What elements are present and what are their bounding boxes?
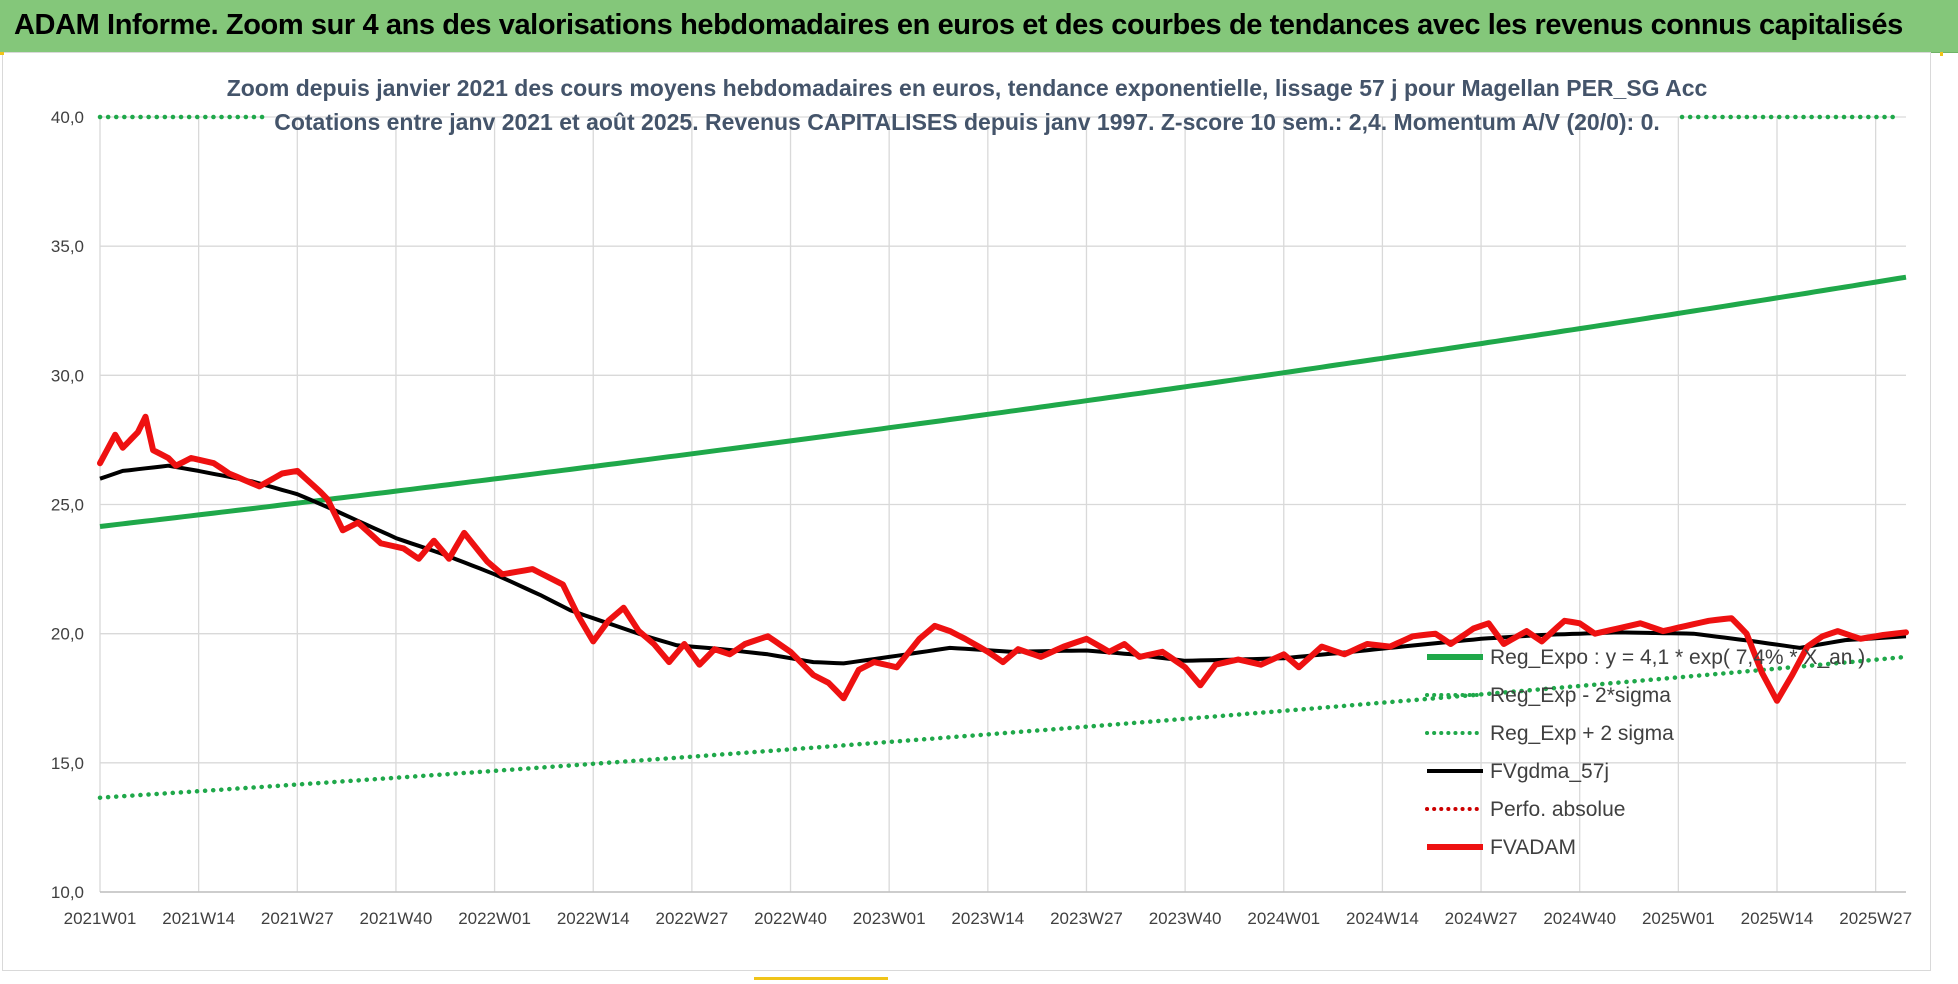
x-tick-label: 2025W14 (1741, 909, 1814, 928)
x-tick-label: 2022W27 (655, 909, 728, 928)
x-tick-label: 2023W01 (853, 909, 926, 928)
y-tick-label: 30,0 (51, 366, 84, 385)
report-banner: ADAM Informe. Zoom sur 4 ans des valoris… (0, 0, 1958, 53)
series-reg-exp-minus-2sigma (97, 654, 1909, 800)
frame-accent-left (0, 52, 4, 55)
x-tick-label: 2023W40 (1149, 909, 1222, 928)
legend-label: Reg_Exp + 2 sigma (1490, 722, 1674, 745)
legend-label: FVgdma_57j (1490, 760, 1609, 783)
price-chart: 10,0 15,0 20,0 25,0 30,0 35,0 40,0 2021W01 2021W… (2, 52, 1931, 971)
x-tick-label: 2023W14 (951, 909, 1024, 928)
chart-frame: 10,0 15,0 20,0 25,0 30,0 35,0 40,0 2021W01 2021W… (2, 52, 1932, 972)
chart-title-line: Zoom depuis janvier 2021 des cours moyen… (227, 75, 1708, 101)
legend-label: Perfo. absolue (1490, 798, 1625, 821)
frame-accent-bottom (754, 977, 888, 980)
x-tick-label: 2022W01 (458, 909, 531, 928)
x-tick-label: 2022W40 (754, 909, 827, 928)
legend-label: Reg_Expo : y = 4,1 * exp( 7,4% * X_an ) (1490, 646, 1865, 669)
y-tick-label: 40,0 (51, 108, 84, 127)
series-reg-expo (99, 274, 1907, 529)
y-tick-label: 25,0 (51, 496, 84, 515)
series-fvadam (97, 413, 1909, 704)
x-tick-label: 2024W14 (1346, 909, 1419, 928)
x-tick-label: 2024W01 (1247, 909, 1320, 928)
x-tick-label: 2021W40 (360, 909, 433, 928)
y-tick-label: 35,0 (51, 237, 84, 256)
x-tick-label: 2023W27 (1050, 909, 1123, 928)
y-tick-label: 20,0 (51, 625, 84, 644)
legend-label: Reg_Exp - 2*sigma (1490, 684, 1671, 707)
x-tick-label: 2022W14 (557, 909, 630, 928)
x-tick-label: 2021W14 (162, 909, 235, 928)
x-tick-label: 2025W01 (1642, 909, 1715, 928)
x-tick-label: 2024W27 (1445, 909, 1518, 928)
legend-label: FVADAM (1490, 836, 1576, 859)
y-tick-label: 15,0 (51, 754, 84, 773)
y-tick-label: 10,0 (51, 883, 84, 902)
chart-title-line: Cotations entre janv 2021 et août 2025. … (274, 109, 1660, 135)
x-tick-label: 2021W01 (64, 909, 137, 928)
report-title: ADAM Informe. Zoom sur 4 ans des valoris… (14, 9, 1903, 41)
chart-border (2, 52, 1931, 971)
x-tick-label: 2025W27 (1839, 909, 1912, 928)
frame-accent-right (1940, 52, 1943, 56)
x-tick-label: 2024W40 (1543, 909, 1616, 928)
x-tick-label: 2021W27 (261, 909, 334, 928)
